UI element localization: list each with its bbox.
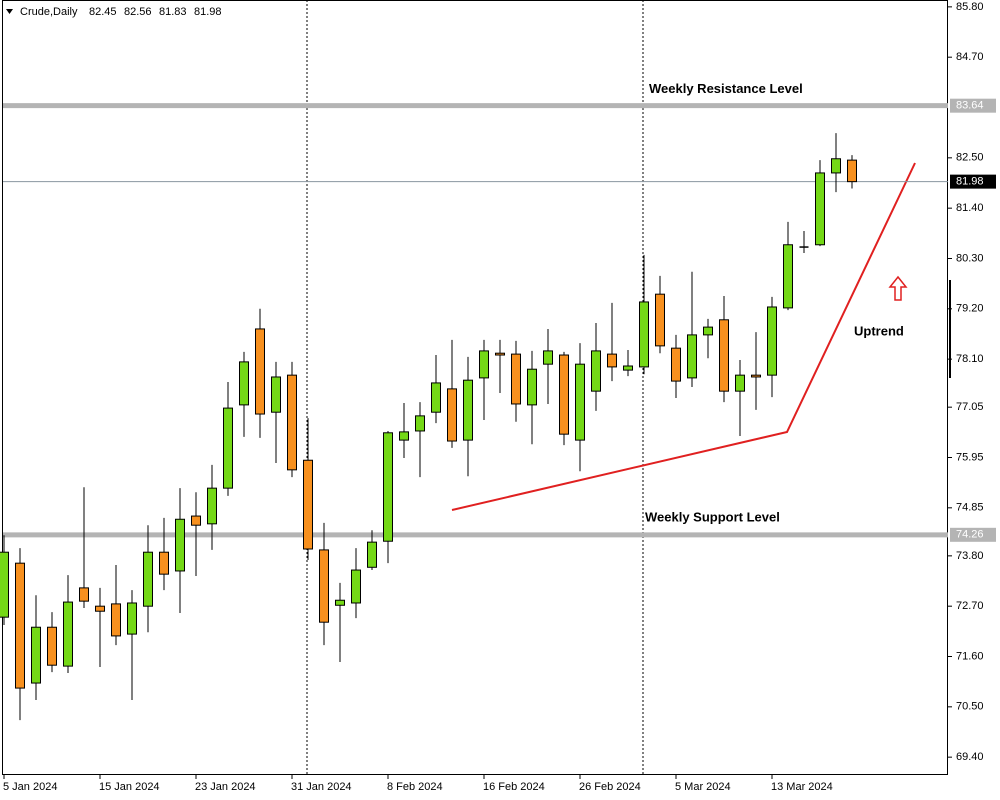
header-low: 81.83: [159, 6, 187, 18]
candle-body: [335, 599, 345, 606]
x-tick-label: 13 Mar 2024: [771, 781, 833, 793]
candle-body: [511, 353, 521, 405]
candle-body: [287, 374, 297, 471]
candle-body: [175, 518, 185, 572]
candle-body: [671, 347, 681, 382]
candle-body: [239, 361, 249, 406]
y-tick-label: 72.70: [956, 600, 984, 612]
x-tick-label: 15 Jan 2024: [99, 781, 160, 793]
candle-body: [319, 549, 329, 623]
y-tick-label: 71.60: [956, 650, 984, 662]
candle-body: [591, 350, 601, 392]
candle-body: [207, 487, 217, 525]
y-tick-label: 75.95: [956, 451, 984, 463]
level-label: Weekly Support Level: [645, 509, 780, 524]
candle-body: [847, 159, 857, 183]
candle-body: [495, 352, 505, 356]
candle-body: [143, 551, 153, 607]
candle-body: [607, 353, 617, 368]
header-high: 82.56: [124, 6, 152, 18]
candle-body: [575, 363, 585, 441]
candle-body: [703, 326, 713, 336]
candle-body: [735, 374, 745, 392]
current-price-box: [950, 174, 996, 189]
candle-body: [111, 603, 121, 637]
candle-body: [47, 626, 57, 666]
level-price-box: [950, 527, 996, 542]
plot-frame: [2, 0, 948, 775]
annotation: Uptrend: [854, 323, 904, 338]
candle-body: [719, 319, 729, 392]
candle-body: [271, 376, 281, 413]
x-tick-label: 5 Jan 2024: [3, 781, 57, 793]
candle-body: [415, 415, 425, 432]
trend-line: [451, 162, 916, 511]
x-tick-label: 16 Feb 2024: [483, 781, 545, 793]
menu-triangle: [6, 9, 13, 14]
y-tick-label: 81.40: [956, 202, 984, 214]
candle-body: [303, 459, 313, 550]
candle-body: [159, 551, 169, 575]
header-open: 82.45: [89, 6, 117, 18]
candle-body: [223, 407, 233, 489]
y-tick-label: 73.80: [956, 550, 984, 562]
candle-body: [479, 350, 489, 379]
level-price: 83.64: [956, 100, 984, 112]
candle-body: [367, 541, 377, 568]
candle-body: [95, 605, 105, 612]
symbol-title: Crude,Daily: [20, 6, 78, 18]
level-price-box: [950, 98, 996, 113]
candle-body: [831, 158, 841, 174]
y-tick-label: 85.80: [956, 1, 984, 13]
level-price: 74.26: [956, 529, 984, 541]
current-price-label: 81.98: [956, 176, 984, 188]
candle-body: [447, 388, 457, 442]
candle-body: [79, 587, 89, 602]
candle-body: [383, 432, 393, 542]
y-tick-label: 82.50: [956, 152, 984, 164]
y-tick-label: 80.30: [956, 252, 984, 264]
y-tick-label: 70.50: [956, 701, 984, 713]
candle-body: [623, 365, 633, 371]
x-tick-label: 26 Feb 2024: [579, 781, 641, 793]
candle-body: [351, 569, 361, 604]
y-tick-label: 74.85: [956, 502, 984, 514]
y-tick-label: 78.10: [956, 353, 984, 365]
candle-body: [255, 328, 265, 415]
level-label: Weekly Resistance Level: [649, 81, 803, 96]
candle-body: [15, 562, 25, 689]
up-arrow: [888, 275, 908, 301]
y-tick-label: 77.05: [956, 401, 984, 413]
candle-body: [655, 293, 665, 347]
candle-body: [559, 354, 569, 435]
candle-body: [31, 626, 41, 684]
x-tick-label: 23 Jan 2024: [195, 781, 256, 793]
candle-body: [191, 515, 201, 526]
y-tick-label: 69.40: [956, 751, 984, 763]
candle-body: [463, 379, 473, 441]
candle-body: [431, 382, 441, 413]
candle-body: [399, 431, 409, 441]
candle-body: [767, 306, 777, 376]
y-tick-label: 79.20: [956, 303, 984, 315]
candle-body: [63, 601, 73, 667]
header-close: 81.98: [194, 6, 222, 18]
x-tick-label: 5 Mar 2024: [675, 781, 731, 793]
candle-body: [783, 244, 793, 309]
candle-body: [543, 350, 553, 365]
candle-body: [639, 301, 649, 368]
candle-body: [127, 602, 137, 635]
y-tick-label: 84.70: [956, 51, 984, 63]
x-tick-label: 8 Feb 2024: [387, 781, 443, 793]
candle-body: [527, 368, 537, 406]
candle-body: [751, 374, 761, 378]
candle-body: [0, 551, 9, 618]
candle-body: [815, 172, 825, 246]
candle-body: [687, 334, 697, 379]
x-tick-label: 31 Jan 2024: [291, 781, 352, 793]
